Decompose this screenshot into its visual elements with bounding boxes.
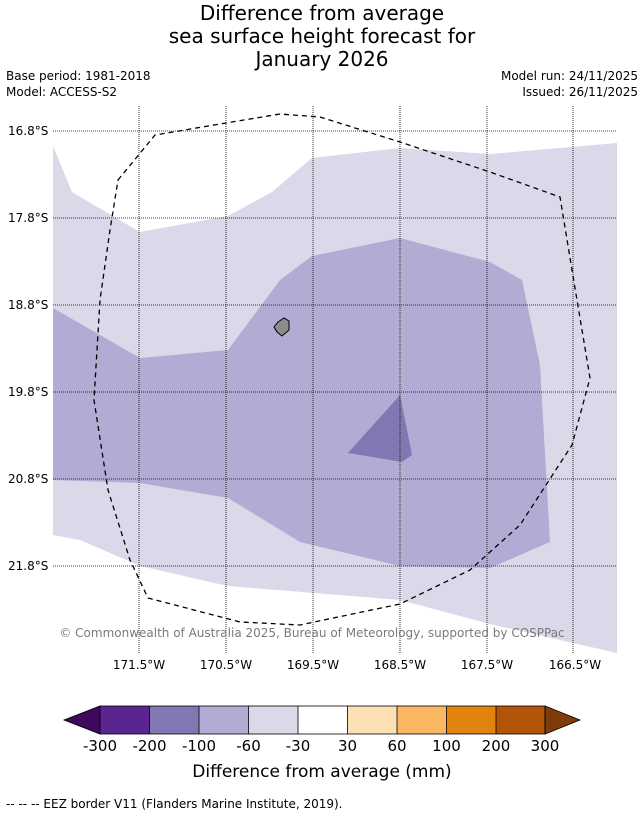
- chart-title-line-1: Difference from average: [199, 1, 445, 25]
- lat-label: 21.8°S: [8, 559, 49, 573]
- colorbar-segment: [397, 706, 447, 734]
- colorbar-segment: [199, 706, 249, 734]
- colorbar-segment: [446, 706, 496, 734]
- model-name: Model: ACCESS-S2: [6, 85, 118, 99]
- chart-title-line-2: sea surface height forecast for: [168, 24, 476, 48]
- colorbar-label: Difference from average (mm): [192, 762, 452, 782]
- colorbar-extend-high: [544, 705, 582, 735]
- colorbar: [62, 705, 582, 735]
- lat-label: 17.8°S: [8, 211, 49, 225]
- gridlines: [53, 106, 617, 653]
- eez-footnote: -- -- -- EEZ border V11 (Flanders Marine…: [6, 797, 343, 811]
- colorbar-tick-label: 300: [530, 737, 560, 755]
- colorbar-outline: [99, 705, 546, 735]
- colorbar-tick-label: 200: [481, 737, 511, 755]
- lat-label: 18.8°S: [8, 298, 49, 312]
- lon-label: 170.5°W: [199, 658, 253, 672]
- lon-label: 171.5°W: [112, 658, 166, 672]
- colorbar-tick-label: 100: [432, 737, 461, 755]
- colorbar-tick-label: -300: [82, 737, 118, 755]
- model-run: Model run: 24/11/2025: [500, 69, 638, 83]
- colorbar-tick-label: -200: [132, 737, 167, 755]
- lat-label: 16.8°S: [8, 124, 49, 138]
- colorbar-tick-label: -100: [181, 737, 217, 755]
- colorbar-segment: [248, 706, 298, 734]
- colorbar-segment: [100, 706, 150, 734]
- colorbar-tick-label: 30: [337, 737, 358, 755]
- colorbar-tick-label: 60: [387, 737, 407, 755]
- base-period: Base period: 1981-2018: [6, 69, 151, 83]
- lon-label: 168.5°W: [373, 658, 427, 672]
- lon-label: 167.5°W: [460, 658, 514, 672]
- lat-label: 19.8°S: [8, 385, 49, 399]
- colorbar-segment: [298, 706, 348, 734]
- colorbar-tick-label: -60: [236, 737, 261, 755]
- lon-label: 169.5°W: [286, 658, 340, 672]
- anomaly-region-dark: [348, 395, 412, 462]
- copyright-notice: © Commonwealth of Australia 2025, Bureau…: [59, 626, 565, 640]
- colorbar-tick-label: -30: [285, 737, 311, 755]
- colorbar-extend-low: [62, 705, 101, 735]
- anomaly-region-medium: [53, 238, 550, 568]
- colorbar-segment: [347, 706, 397, 734]
- lon-label: 166.5°W: [548, 658, 602, 672]
- chart-title-line-3: January 2026: [255, 47, 389, 71]
- island-land: [273, 317, 290, 337]
- colorbar-segment: [496, 706, 545, 734]
- lat-label: 20.8°S: [8, 472, 49, 486]
- colorbar-segment: [149, 706, 199, 734]
- eez-border: [93, 113, 591, 626]
- colorbar-dividers: [149, 706, 497, 734]
- issued-date: Issued: 26/11/2025: [522, 85, 638, 99]
